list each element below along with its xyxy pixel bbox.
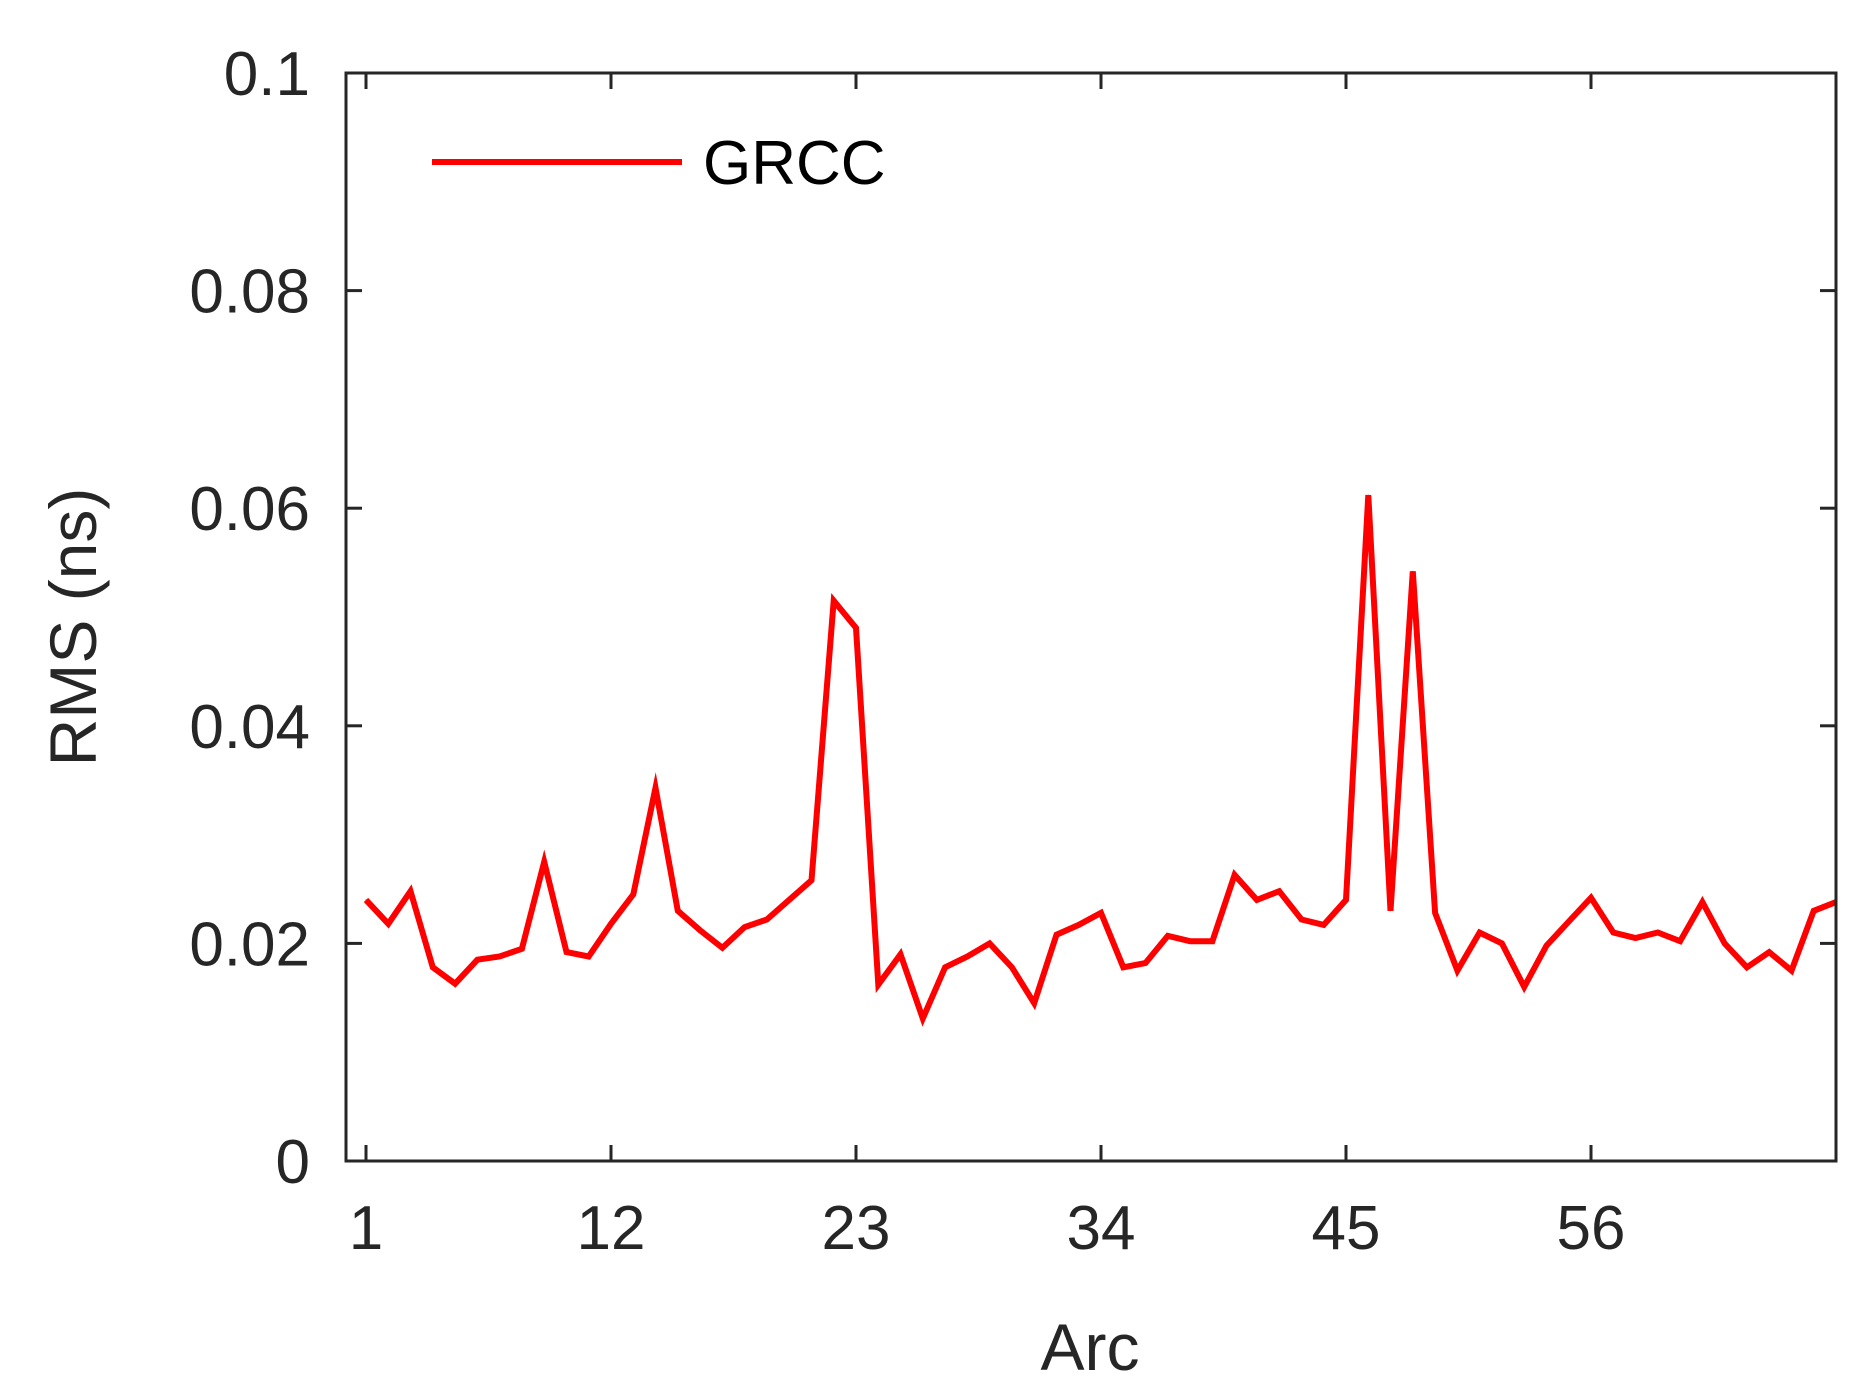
data-point (900, 953, 901, 955)
data-point (922, 1018, 924, 1019)
data-point (1813, 910, 1815, 912)
data-point (655, 787, 656, 789)
x-tick-label: 23 (822, 1194, 891, 1263)
data-point (1791, 970, 1792, 972)
data-point (1501, 942, 1503, 944)
data-point (365, 899, 367, 901)
data-point (1679, 940, 1681, 942)
data-point (1724, 942, 1726, 944)
data-point (1345, 899, 1347, 901)
data-point (1256, 899, 1258, 901)
legend: GRCC (432, 129, 886, 198)
data-point (855, 627, 857, 629)
y-tick-label: 0.1 (224, 40, 310, 109)
data-point (1412, 570, 1414, 572)
data-point (632, 893, 634, 895)
data-point (1056, 934, 1057, 936)
data-point (543, 861, 545, 863)
data-point (877, 984, 879, 986)
data-point (1011, 966, 1013, 968)
data-point (744, 926, 746, 928)
data-point (1189, 940, 1191, 942)
series-layer (363, 494, 1838, 1027)
data-point (610, 923, 612, 925)
data-point (677, 910, 679, 912)
data-point (1590, 897, 1592, 899)
data-point (699, 929, 701, 931)
data-point (521, 948, 523, 950)
data-point (811, 879, 812, 881)
data-point (432, 966, 434, 968)
data-point (989, 942, 991, 944)
data-point (788, 899, 790, 901)
data-point (766, 919, 768, 920)
y-tick-label: 0.02 (189, 910, 310, 979)
data-point (1278, 890, 1280, 892)
y-tick-label: 0.08 (189, 258, 310, 327)
data-point (1701, 901, 1703, 903)
data-point (1546, 945, 1547, 947)
x-tick-label: 34 (1067, 1194, 1136, 1263)
data-point (476, 959, 478, 961)
data-point (1635, 937, 1636, 939)
data-point (1078, 924, 1080, 926)
y-axis-title: RMS (ns) (36, 488, 110, 767)
data-point (944, 966, 946, 968)
data-point (1479, 932, 1481, 933)
data-point (1434, 912, 1436, 914)
data-point (1746, 966, 1748, 968)
data-point (1390, 910, 1391, 912)
plot-background (346, 73, 1836, 1161)
data-point (566, 951, 567, 953)
x-tick-label: 12 (577, 1194, 646, 1263)
data-point (387, 923, 389, 925)
data-point (1456, 970, 1458, 972)
tick-labels: 1 12 23 34 45 56 0 0.02 0.04 0.06 0.08 0.1 (189, 40, 1625, 1263)
x-axis-title: Arc (1041, 1310, 1140, 1384)
x-tick-label: 45 (1312, 1194, 1381, 1263)
plot-frame (344, 71, 1838, 1163)
data-point (1612, 932, 1614, 933)
data-point (588, 956, 590, 957)
data-point (454, 983, 456, 985)
data-point (1033, 1002, 1035, 1004)
data-point (966, 956, 968, 957)
data-point (1657, 932, 1659, 933)
data-point (1301, 919, 1302, 920)
data-point (499, 956, 501, 957)
data-point (1768, 951, 1770, 953)
data-point (833, 600, 835, 602)
data-point (1323, 924, 1325, 926)
x-tick-label: 56 (1557, 1194, 1626, 1263)
y-tick-label: 0 (276, 1128, 310, 1197)
data-point (1367, 494, 1369, 496)
data-point (410, 890, 411, 892)
legend-label-grcc: GRCC (703, 129, 886, 198)
data-point (1211, 940, 1213, 942)
data-point (1145, 962, 1146, 964)
data-point (1100, 912, 1102, 914)
data-point (1523, 986, 1525, 988)
data-point (1167, 935, 1169, 937)
data-point (721, 947, 723, 949)
y-tick-label: 0.06 (189, 475, 310, 544)
data-point (1568, 921, 1570, 923)
data-point (1234, 874, 1236, 876)
y-tick-label: 0.04 (189, 693, 310, 762)
data-point (1122, 966, 1124, 968)
x-tick-label: 1 (349, 1194, 383, 1263)
